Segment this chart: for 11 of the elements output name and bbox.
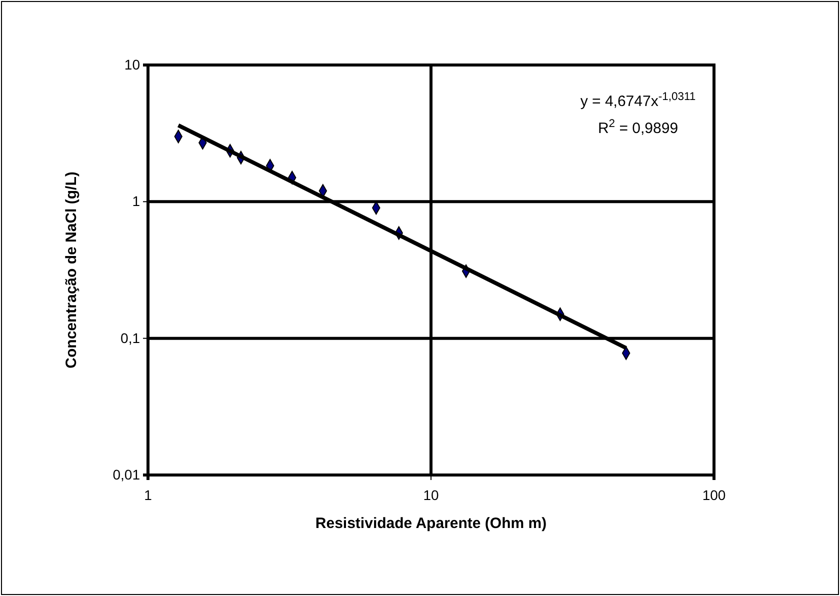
x-tick-label: 1 [144,486,152,503]
x-tick-label: 10 [423,486,439,503]
x-tick-label: 100 [702,486,726,503]
y-tick-label: 0,01 [112,466,140,482]
x-axis-title: Resistividade Aparente (Ohm m) [315,515,547,532]
y-tick-label: 0,1 [120,330,140,346]
annotation: R$^{2}$ = 0,9899 [598,118,678,137]
y-tick-label: 1 [132,193,140,210]
annotation: y = 4,6747x$^{-1,0311}$ [580,91,696,110]
y-axis-title: Concentração de NaCl (g/L) [63,172,80,368]
y-tick-label: 10 [124,56,140,72]
